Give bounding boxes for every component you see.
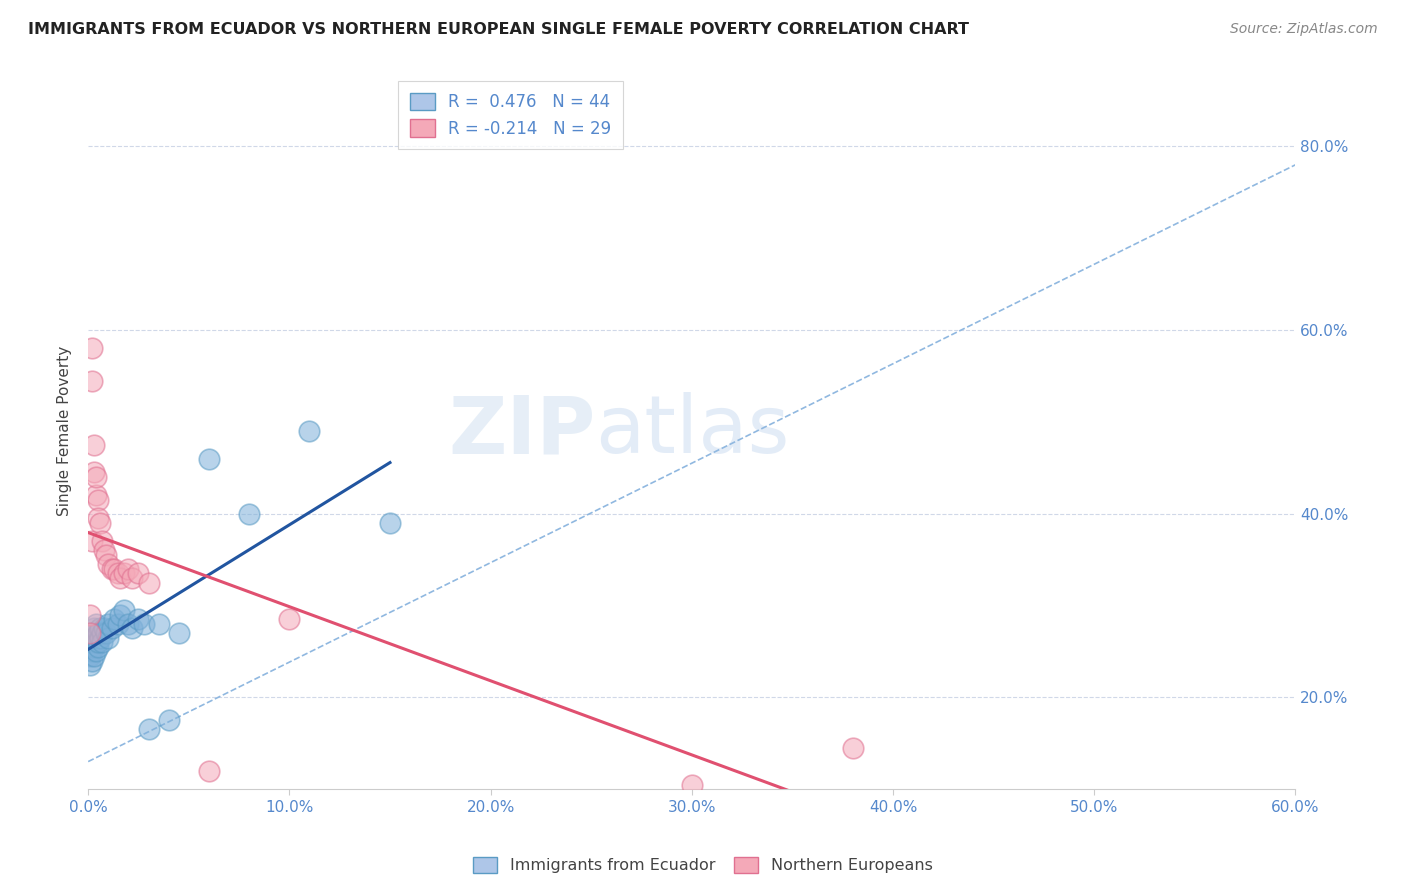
Point: [93, 543, 115, 558]
Point: [91, 635, 114, 649]
Point: [117, 616, 139, 631]
Point: [82, 342, 104, 356]
Point: [82, 374, 104, 388]
Point: [91, 626, 114, 640]
Point: [79, 658, 101, 673]
Point: [238, 507, 260, 521]
Point: [83, 640, 105, 654]
Y-axis label: Single Female Poverty: Single Female Poverty: [58, 346, 72, 516]
Point: [138, 575, 160, 590]
Point: [103, 562, 125, 576]
Point: [97, 616, 120, 631]
Point: [79, 648, 101, 663]
Point: [82, 635, 104, 649]
Point: [83, 622, 105, 636]
Point: [89, 631, 111, 645]
Point: [91, 534, 114, 549]
Point: [127, 612, 149, 626]
Point: [107, 566, 129, 581]
Point: [107, 616, 129, 631]
Point: [82, 626, 104, 640]
Point: [87, 511, 110, 525]
Point: [112, 603, 135, 617]
Legend: R =  0.476   N = 44, R = -0.214   N = 29: R = 0.476 N = 44, R = -0.214 N = 29: [398, 81, 623, 149]
Point: [97, 631, 120, 645]
Point: [96, 548, 118, 562]
Point: [298, 424, 321, 438]
Point: [96, 626, 118, 640]
Point: [278, 612, 301, 626]
Point: [83, 438, 105, 452]
Point: [79, 640, 101, 654]
Point: [842, 740, 865, 755]
Point: [167, 626, 190, 640]
Point: [93, 622, 115, 636]
Point: [138, 723, 160, 737]
Point: [157, 713, 180, 727]
Point: [110, 571, 132, 585]
Point: [79, 607, 101, 622]
Point: [110, 607, 132, 622]
Point: [103, 612, 125, 626]
Point: [82, 654, 104, 668]
Point: [148, 616, 170, 631]
Point: [82, 534, 104, 549]
Point: [681, 778, 703, 792]
Point: [84, 470, 107, 484]
Point: [378, 516, 401, 530]
Point: [87, 635, 110, 649]
Point: [121, 571, 143, 585]
Text: Source: ZipAtlas.com: Source: ZipAtlas.com: [1230, 22, 1378, 37]
Point: [87, 626, 110, 640]
Point: [101, 622, 124, 636]
Point: [82, 644, 104, 658]
Point: [83, 466, 105, 480]
Point: [84, 616, 107, 631]
Point: [198, 451, 221, 466]
Text: atlas: atlas: [595, 392, 790, 470]
Point: [84, 488, 107, 502]
Point: [89, 622, 111, 636]
Point: [79, 635, 101, 649]
Point: [79, 626, 101, 640]
Point: [84, 635, 107, 649]
Point: [101, 562, 124, 576]
Point: [127, 566, 149, 581]
Text: IMMIGRANTS FROM ECUADOR VS NORTHERN EUROPEAN SINGLE FEMALE POVERTY CORRELATION C: IMMIGRANTS FROM ECUADOR VS NORTHERN EURO…: [28, 22, 969, 37]
Point: [134, 616, 156, 631]
Legend: Immigrants from Ecuador, Northern Europeans: Immigrants from Ecuador, Northern Europe…: [467, 850, 939, 880]
Point: [112, 566, 135, 581]
Point: [84, 644, 107, 658]
Point: [83, 648, 105, 663]
Point: [97, 558, 120, 572]
Text: ZIP: ZIP: [449, 392, 595, 470]
Point: [117, 562, 139, 576]
Point: [121, 622, 143, 636]
Point: [87, 492, 110, 507]
Point: [198, 764, 221, 778]
Point: [83, 631, 105, 645]
Point: [89, 516, 111, 530]
Point: [82, 631, 104, 645]
Point: [87, 640, 110, 654]
